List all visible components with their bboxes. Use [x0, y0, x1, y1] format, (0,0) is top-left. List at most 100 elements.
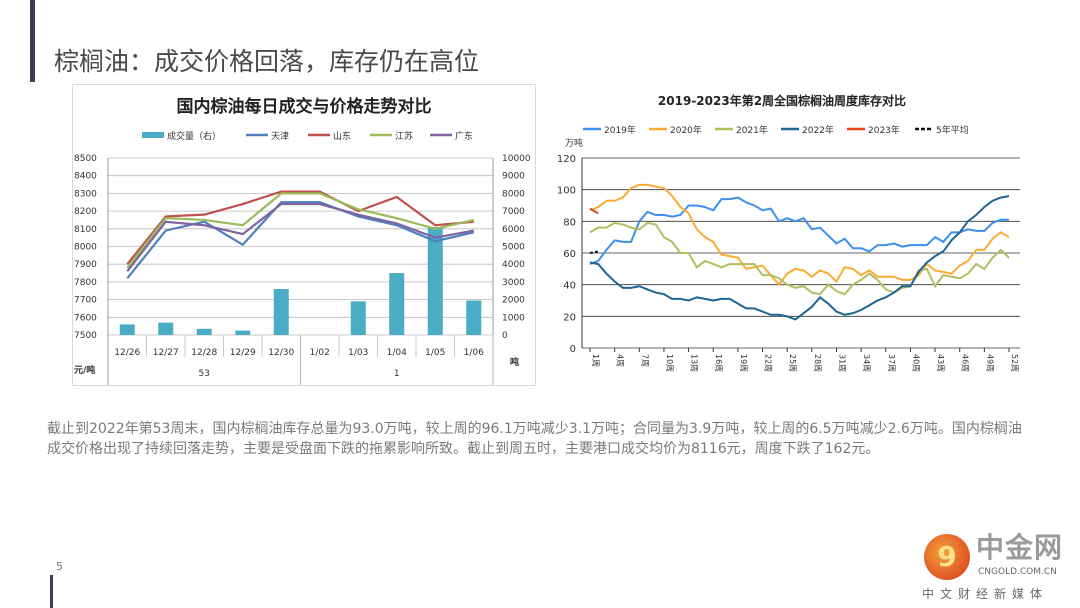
y-tick-label: 100 — [557, 186, 576, 197]
x-tick-label: 31周 — [837, 354, 846, 372]
inventory-line-2021年 — [589, 221, 1010, 296]
y-tick-label: 7600 — [74, 313, 97, 323]
logo-tagline: 中文财经新媒体 — [922, 587, 1049, 601]
legend-label: 2019年 — [604, 124, 636, 136]
left-chart-frame — [72, 84, 536, 386]
cngold-logo: 9 中金网 CNGOLD.COM.CN 中文财经新媒体 — [918, 532, 1080, 608]
price-line-山东 — [126, 190, 474, 265]
volume-bar — [273, 288, 289, 335]
x-tick-label: 13周 — [690, 354, 699, 372]
legend-label: 山东 — [333, 130, 351, 142]
inventory-line-2019年 — [589, 196, 1009, 266]
y-tick-label: 7500 — [74, 331, 97, 341]
inventory-line-2022年 — [589, 195, 1010, 321]
accent-bar-top — [30, 0, 35, 82]
accent-bar-bottom — [50, 575, 53, 608]
price-line-江苏 — [126, 192, 474, 269]
x-tick-label: 12/30 — [268, 348, 294, 358]
x-tick-label: 52周 — [1010, 354, 1019, 372]
y-tick-label: 8300 — [74, 189, 97, 199]
legend-label: 天津 — [271, 131, 289, 142]
x-tick-label: 10周 — [665, 354, 674, 372]
y-tick-label: 8400 — [74, 172, 97, 182]
y2-tick-label: 7000 — [502, 207, 525, 217]
x-tick-label: 1/04 — [387, 348, 407, 358]
x-tick-label: 34周 — [862, 354, 871, 372]
inventory-line-5年平均 — [589, 250, 599, 254]
y2-tick-label: 1000 — [502, 313, 525, 323]
legend-label: 2023年 — [868, 124, 900, 136]
logo-name: 中金网 — [976, 531, 1064, 564]
y2-tick-label: 0 — [502, 331, 508, 341]
y-tick-label: 20 — [563, 312, 576, 323]
x-tick-label: 12/26 — [114, 348, 140, 358]
x-tick-label: 22周 — [764, 354, 773, 372]
y-tick-label: 40 — [563, 281, 576, 292]
x-tick-label: 4周 — [616, 354, 625, 367]
volume-bar — [119, 324, 135, 335]
y-tick-label: 7900 — [74, 260, 97, 270]
y-tick-label: 7800 — [74, 278, 97, 288]
volume-bar — [158, 322, 174, 335]
x-tick-label: 40周 — [911, 354, 920, 372]
legend-label: 2020年 — [670, 124, 702, 136]
inventory-line-2020年 — [589, 183, 1010, 287]
legend-label: 2022年 — [802, 124, 834, 136]
group-label: 1 — [394, 369, 400, 379]
logo-mark-icon: 9 — [924, 534, 970, 580]
y-tick-label: 8500 — [74, 154, 97, 164]
y-tick-label: 0 — [570, 344, 576, 355]
x-tick-label: 7周 — [640, 354, 649, 367]
legend-label: 江苏 — [395, 130, 413, 142]
x-tick-label: 1/03 — [348, 348, 368, 358]
x-tick-label: 12/28 — [191, 348, 217, 358]
y2-tick-label: 3000 — [502, 278, 525, 288]
group-label: 53 — [199, 369, 210, 379]
volume-bar — [427, 227, 443, 335]
x-tick-label: 25周 — [788, 354, 797, 372]
x-tick-label: 1周 — [591, 354, 600, 367]
x-tick-label: 43周 — [936, 354, 945, 372]
x-tick-label: 19周 — [739, 354, 748, 372]
y-tick-label: 80 — [563, 217, 576, 228]
y2-tick-label: 9000 — [502, 172, 525, 182]
price-line-广东 — [126, 202, 474, 272]
volume-bar — [350, 301, 366, 335]
y2-tick-label: 5000 — [502, 243, 525, 253]
y-axis-unit: 万吨 — [565, 137, 583, 149]
weekly-inventory-chart: 2019-2023年第2周全国棕榈油周度库存对比 2019年 2020年 2021年 2… — [557, 93, 1020, 372]
y2-tick-label: 8000 — [502, 189, 525, 199]
y-tick-label: 7700 — [74, 296, 97, 306]
y2-tick-label: 4000 — [502, 260, 525, 270]
x-tick-label: 1/05 — [425, 348, 445, 358]
x-tick-label: 46周 — [961, 354, 970, 372]
y2-axis-unit: 吨 — [510, 356, 519, 368]
x-tick-label: 49周 — [985, 354, 994, 372]
x-tick-label: 1/06 — [464, 348, 484, 358]
volume-bar — [235, 330, 251, 335]
x-tick-label: 37周 — [887, 354, 896, 372]
legend-label: 2021年 — [736, 124, 768, 136]
y2-tick-label: 2000 — [502, 296, 525, 306]
page-number: 5 — [56, 560, 63, 573]
inventory-line-2023年 — [589, 207, 599, 215]
x-tick-label: 1/02 — [310, 348, 330, 358]
slide-title: 棕榈油：成交价格回落，库存仍在高位 — [54, 47, 480, 76]
y-tick-label: 60 — [563, 249, 576, 260]
y-tick-label: 8200 — [74, 207, 97, 217]
y-axis-unit: 元/吨 — [74, 364, 95, 376]
logo-url: CNGOLD.COM.CN — [978, 567, 1057, 577]
legend-label: 广东 — [455, 130, 473, 142]
price-line-天津 — [126, 201, 474, 280]
legend-swatch-bars — [142, 132, 164, 138]
x-tick-label: 28周 — [813, 354, 822, 372]
volume-bar — [466, 300, 482, 335]
y2-tick-label: 10000 — [502, 154, 531, 164]
y2-tick-label: 6000 — [502, 225, 525, 235]
chart-title: 国内棕油每日成交与价格走势对比 — [177, 96, 432, 117]
summary-paragraph: 截止到2022年第53周末，国内棕榈油库存总量为93.0万吨，较上周的96.1万… — [47, 421, 1022, 457]
y-tick-label: 8000 — [74, 243, 97, 253]
x-tick-label: 16周 — [714, 354, 723, 372]
volume-bar — [196, 328, 212, 335]
